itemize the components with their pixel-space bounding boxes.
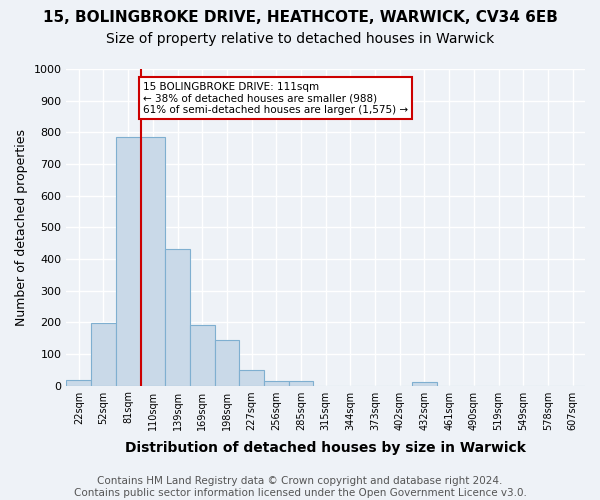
Text: Contains HM Land Registry data © Crown copyright and database right 2024.
Contai: Contains HM Land Registry data © Crown c… xyxy=(74,476,526,498)
Text: 15, BOLINGBROKE DRIVE, HEATHCOTE, WARWICK, CV34 6EB: 15, BOLINGBROKE DRIVE, HEATHCOTE, WARWIC… xyxy=(43,10,557,25)
Bar xyxy=(190,325,215,386)
Text: 15 BOLINGBROKE DRIVE: 111sqm
← 38% of detached houses are smaller (988)
61% of s: 15 BOLINGBROKE DRIVE: 111sqm ← 38% of de… xyxy=(143,82,408,115)
Bar xyxy=(412,382,437,386)
Bar xyxy=(91,324,116,386)
Y-axis label: Number of detached properties: Number of detached properties xyxy=(15,129,28,326)
Bar xyxy=(264,381,289,386)
X-axis label: Distribution of detached houses by size in Warwick: Distribution of detached houses by size … xyxy=(125,441,526,455)
Bar xyxy=(239,370,264,386)
Text: Size of property relative to detached houses in Warwick: Size of property relative to detached ho… xyxy=(106,32,494,46)
Bar xyxy=(289,381,313,386)
Bar xyxy=(116,137,140,386)
Bar xyxy=(140,137,165,386)
Bar xyxy=(67,380,91,386)
Bar xyxy=(215,340,239,386)
Bar xyxy=(165,249,190,386)
